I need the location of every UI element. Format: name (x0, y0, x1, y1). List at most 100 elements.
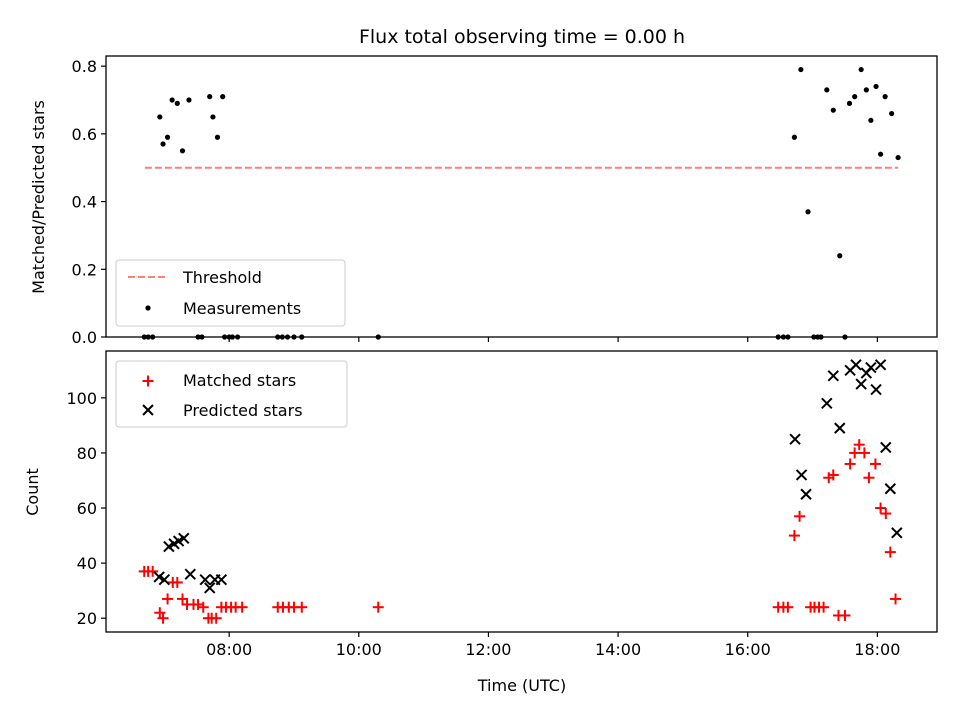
measurement-point (169, 97, 175, 103)
top-y-tick-label: 0.4 (72, 193, 97, 212)
measurement-point (805, 209, 811, 215)
predicted-stars-point (204, 582, 216, 594)
bottom-y-tick-label: 20 (77, 609, 97, 628)
matched-stars-point (849, 447, 861, 459)
measurement-point (186, 97, 192, 103)
measurement-point (157, 114, 163, 120)
matched-stars-point (869, 458, 881, 470)
matched-stars-point (162, 593, 174, 605)
measurement-point (160, 141, 166, 147)
predicted-stars-point (199, 573, 211, 586)
predicted-stars-point (800, 488, 812, 500)
legend-matched-stars-label: Matched stars (183, 371, 296, 390)
top-y-tick-label: 0.0 (72, 328, 97, 347)
matched-stars-point (372, 601, 384, 613)
top-y-axis-label: Matched/Predicted stars (29, 100, 48, 294)
matched-stars-point (853, 439, 865, 451)
measurement-point (164, 134, 171, 140)
predicted-stars-point (855, 378, 867, 390)
matched-stars-point (844, 458, 856, 470)
bottom-y-axis-label: Count (23, 468, 42, 516)
predicted-stars-point (865, 361, 877, 374)
matched-stars-point (157, 612, 169, 624)
measurement-point (837, 253, 843, 259)
matched-stars-point (171, 576, 183, 588)
x-tick-label: 14:00 (595, 640, 641, 659)
matched-stars-point (197, 601, 209, 613)
matched-stars-point (296, 601, 308, 613)
x-tick-label: 08:00 (206, 640, 252, 659)
measurement-point (220, 94, 226, 100)
predicted-stars-point (821, 397, 833, 410)
measurement-point (214, 134, 221, 140)
legend-predicted-stars-label: Predicted stars (183, 401, 303, 420)
measurement-point (852, 94, 858, 100)
top-axes-frame (105, 55, 938, 338)
predicted-stars-point (870, 383, 882, 396)
measurement-point (858, 66, 864, 73)
legend-measurements-swatch (145, 305, 151, 311)
matched-stars-point (236, 601, 248, 613)
bottom-plot-area: 20 40 60 80 100 08:00 10:00 12:00 14:00 16:00 18:0… (66, 359, 903, 659)
bottom-data-layer (138, 359, 903, 624)
legend-threshold-label: Threshold (182, 268, 262, 287)
measurement-point (830, 107, 836, 113)
matched-stars-point (858, 447, 870, 459)
top-y-tick-label: 0.2 (72, 260, 97, 279)
measurement-point (791, 134, 797, 140)
legend-matched-stars-swatch (142, 375, 154, 387)
matched-stars-point (875, 502, 887, 514)
matched-stars-point (827, 469, 839, 481)
predicted-stars-point (789, 433, 801, 445)
bottom-legend: Matched stars Predicted stars (115, 360, 348, 428)
measurement-point (889, 110, 895, 117)
measurement-point (868, 117, 874, 123)
measurement-point (798, 66, 804, 73)
panel-bottom: Count Time (UTC) 20 40 60 80 100 08:00 10:00 12… (23, 350, 938, 695)
matched-stars-point (880, 508, 892, 520)
top-plot-area: 0.0 0.2 0.4 0.6 0.8 Threshold Measurements (72, 57, 901, 347)
x-tick-label: 16:00 (725, 640, 771, 659)
bottom-axes-frame (105, 350, 938, 633)
matched-stars-point (176, 593, 188, 605)
top-legend-box (115, 259, 346, 327)
predicted-stars-point (891, 527, 903, 539)
predicted-stars-point (884, 483, 897, 495)
predicted-stars-point (158, 573, 171, 586)
matched-stars-point (782, 601, 794, 613)
measurement-point (846, 100, 853, 106)
measurement-point (895, 154, 901, 161)
predicted-stars-point (880, 441, 892, 454)
measurement-point (863, 87, 869, 93)
predicted-stars-point (874, 359, 887, 371)
top-legend: Threshold Measurements (115, 259, 346, 327)
bottom-y-tick-label: 40 (77, 554, 97, 573)
panel-top: Flux total observing time = 0.00 h Match… (29, 26, 938, 347)
matched-stars-point (794, 510, 806, 522)
predicted-stars-point (834, 422, 846, 434)
x-tick-label: 12:00 (465, 640, 511, 659)
matched-stars-point (788, 530, 800, 542)
matched-stars-point (154, 607, 166, 619)
bottom-legend-box (115, 360, 348, 428)
bottom-y-tick-label: 60 (77, 499, 97, 518)
predicted-stars-point (178, 532, 190, 545)
chart-title: Flux total observing time = 0.00 h (359, 26, 685, 48)
matched-stars-point (884, 546, 896, 558)
measurement-point (210, 114, 216, 120)
matched-stars-point (818, 601, 830, 613)
matched-stars-point (890, 593, 902, 605)
matched-stars-point (839, 609, 851, 621)
matched-stars-point (863, 472, 875, 484)
measurement-point (179, 148, 186, 154)
predicted-stars-point (850, 359, 862, 371)
legend-measurements-label: Measurements (183, 299, 301, 318)
bottom-y-tick-label: 80 (77, 444, 97, 463)
predicted-stars-point (795, 469, 808, 481)
predicted-stars-point (827, 370, 839, 382)
legend-predicted-stars-swatch (142, 404, 154, 416)
measurement-point (824, 87, 830, 93)
measurement-point (174, 100, 180, 106)
predicted-stars-point (215, 573, 228, 586)
